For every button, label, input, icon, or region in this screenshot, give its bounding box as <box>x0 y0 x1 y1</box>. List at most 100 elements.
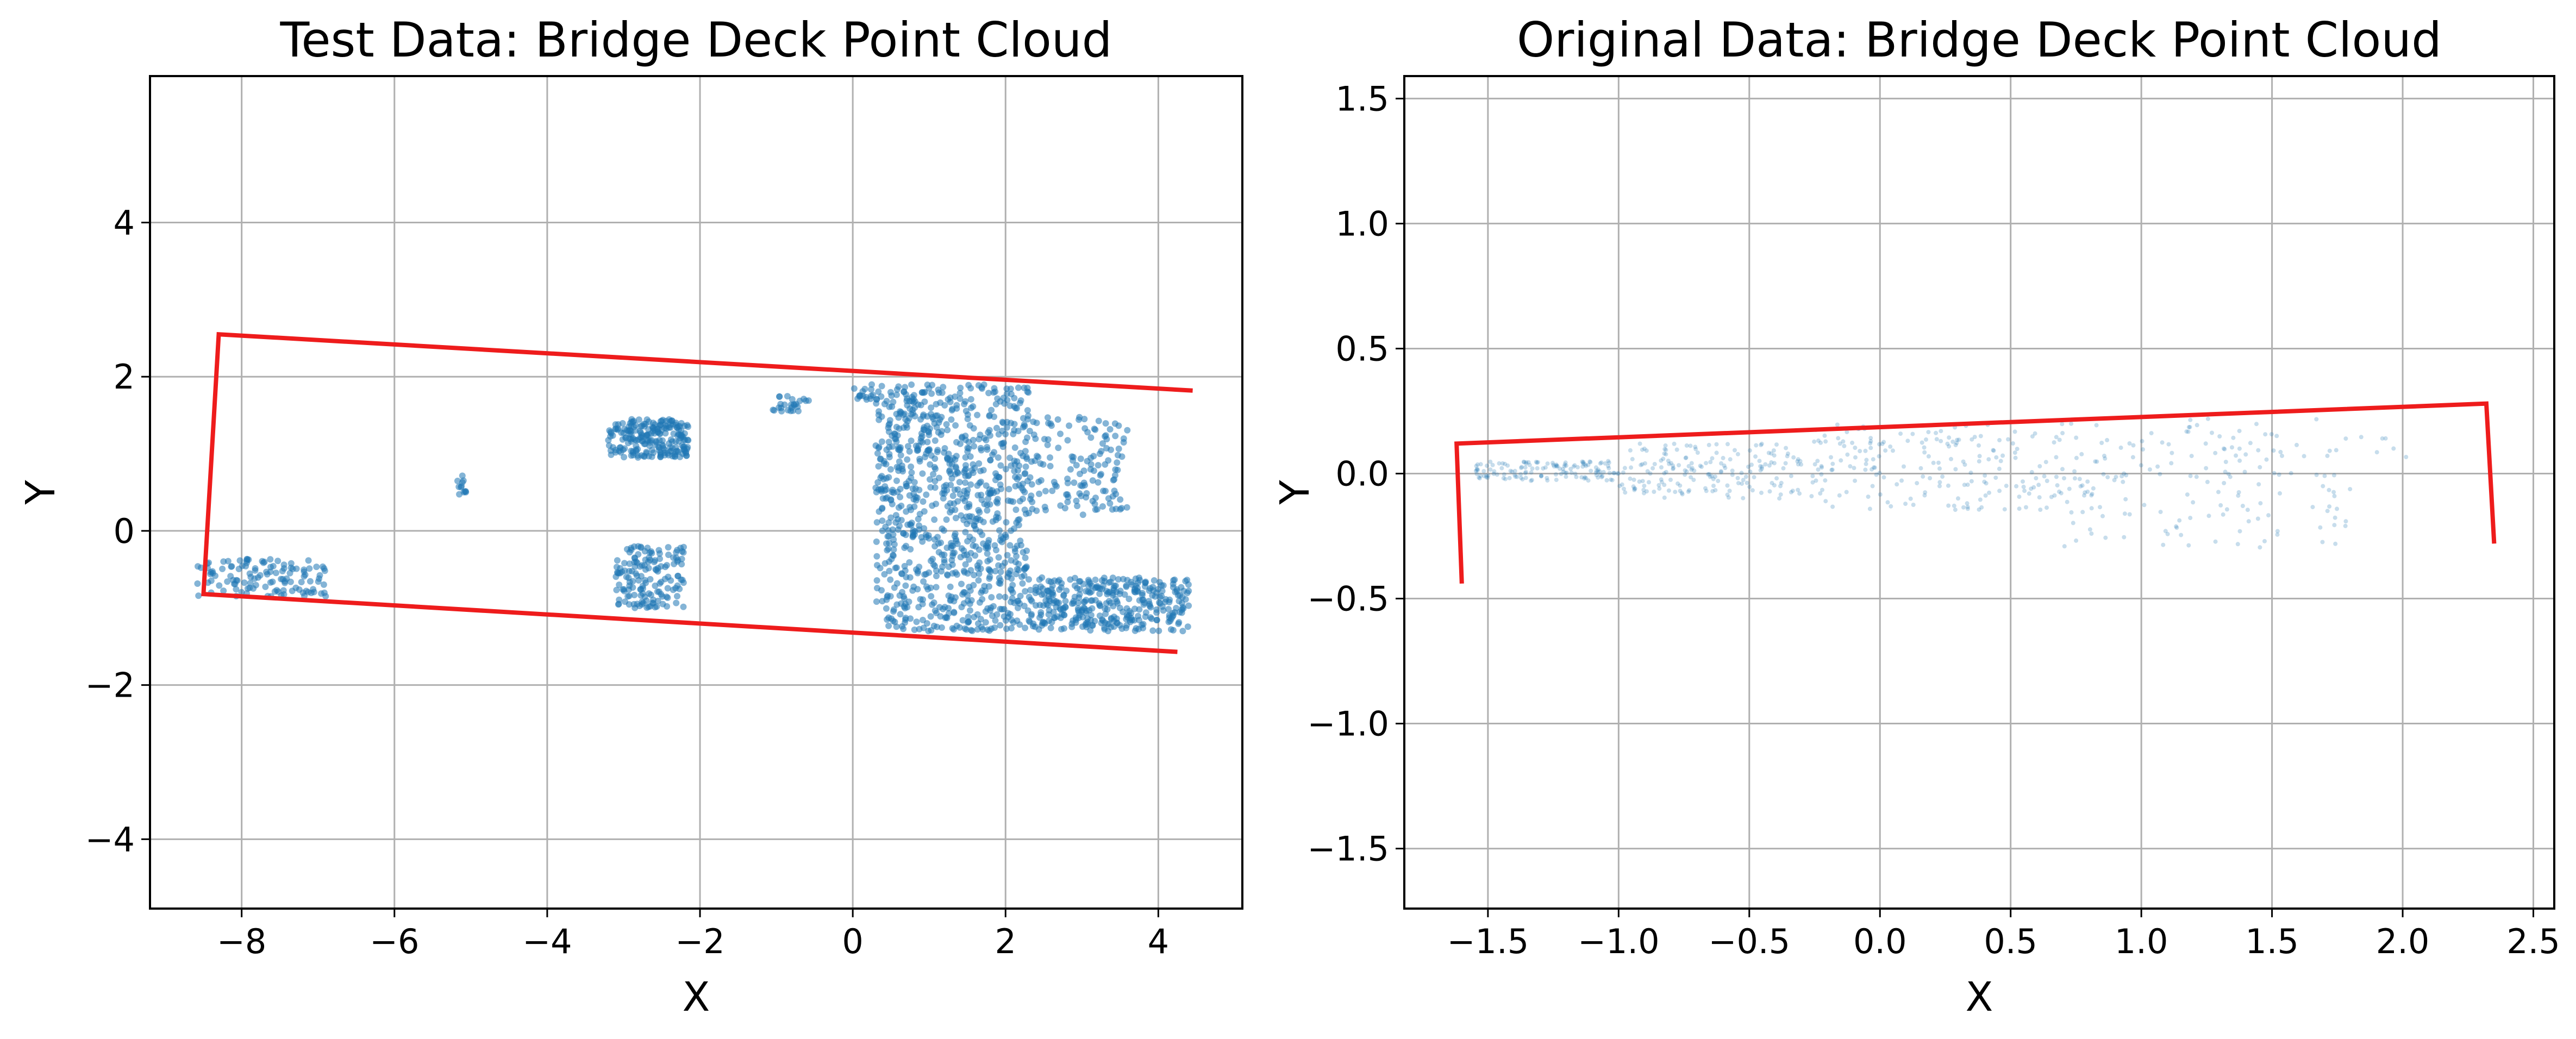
data-point <box>647 556 654 564</box>
data-point <box>1015 467 1021 474</box>
data-point <box>1629 465 1634 470</box>
data-point <box>933 573 940 579</box>
data-point <box>1180 587 1187 594</box>
data-point <box>1643 461 1647 466</box>
data-point <box>2258 545 2262 550</box>
data-point <box>1534 460 1539 464</box>
data-point <box>1868 436 1873 441</box>
data-point <box>991 413 998 420</box>
y-tick-label: 2 <box>114 357 135 397</box>
data-point <box>274 558 282 565</box>
data-point <box>660 445 667 452</box>
data-point <box>1790 489 1795 493</box>
deck-outline <box>1454 401 2497 584</box>
data-point <box>2302 454 2306 459</box>
data-point <box>1036 602 1043 609</box>
data-point <box>1934 430 1939 435</box>
data-point <box>2186 425 2191 430</box>
data-point <box>1642 491 1646 496</box>
data-point <box>2222 481 2227 485</box>
data-point <box>1037 609 1045 616</box>
data-point <box>901 544 908 551</box>
data-point <box>2236 490 2241 495</box>
data-point <box>1659 458 1664 463</box>
data-point <box>681 447 688 454</box>
data-point <box>1598 472 1603 477</box>
data-point <box>626 592 633 599</box>
data-point <box>2237 446 2242 451</box>
data-point <box>2118 445 2123 450</box>
data-point <box>1002 466 1009 473</box>
data-point <box>1978 497 1983 502</box>
data-point <box>1083 588 1090 595</box>
data-point <box>1076 490 1083 497</box>
data-point <box>1018 573 1025 580</box>
axes-frame <box>1403 75 2555 910</box>
data-point <box>976 460 983 467</box>
data-point <box>877 474 884 481</box>
data-point <box>979 626 986 633</box>
y-tick-label: 4 <box>114 203 135 243</box>
data-point <box>2054 435 2059 440</box>
data-point <box>917 402 924 409</box>
data-point <box>1718 470 1723 474</box>
data-point <box>1070 617 1077 624</box>
data-point <box>1766 450 1771 455</box>
data-point <box>613 586 620 593</box>
data-point <box>1091 500 1098 508</box>
data-point <box>979 596 986 603</box>
data-point <box>1664 470 1668 474</box>
data-point <box>1848 464 1853 469</box>
data-point <box>986 627 993 634</box>
data-point <box>1182 578 1189 585</box>
data-point <box>2052 440 2056 445</box>
data-point <box>1830 461 1835 466</box>
data-point <box>616 596 623 603</box>
data-point <box>1574 474 1579 479</box>
data-point <box>1001 606 1008 612</box>
data-point <box>1797 491 1802 496</box>
data-point <box>923 583 930 590</box>
data-point <box>879 527 886 534</box>
data-point <box>1931 460 1936 465</box>
data-point <box>2127 512 2132 517</box>
data-point <box>964 538 971 544</box>
data-point <box>1823 499 1828 504</box>
data-point <box>1772 483 1777 488</box>
data-point <box>1512 468 1517 473</box>
data-point <box>1478 473 1483 478</box>
data-point <box>961 498 968 504</box>
original-data-panel: −1.5 −1.0 −0.5 0.0 0.5 1.0 1.5 2.0 2.5 −1.5 −1.0 −0… <box>1272 12 2560 1021</box>
data-point <box>1993 475 1998 480</box>
data-point <box>933 424 940 431</box>
data-point <box>947 470 954 477</box>
data-point <box>966 518 973 524</box>
data-point <box>459 472 466 479</box>
data-point <box>2127 441 2132 446</box>
data-point <box>301 573 308 580</box>
data-point <box>2184 429 2189 434</box>
data-point <box>1714 442 1719 447</box>
data-point <box>970 536 977 543</box>
data-point <box>2334 448 2339 453</box>
data-point <box>1054 613 1061 620</box>
data-point <box>1049 582 1056 589</box>
data-point <box>680 603 687 610</box>
data-point <box>1045 436 1052 443</box>
data-point <box>1135 612 1142 619</box>
data-point <box>645 426 652 433</box>
data-point <box>1079 511 1086 518</box>
data-point <box>622 598 629 605</box>
data-point <box>874 479 881 486</box>
data-point <box>1991 448 1996 453</box>
data-point <box>964 490 971 497</box>
data-point <box>1662 451 1667 456</box>
data-point <box>1905 439 1910 443</box>
data-point <box>930 416 937 423</box>
data-point <box>1924 437 1928 442</box>
data-point <box>1568 467 1573 471</box>
data-point <box>971 614 978 621</box>
data-point <box>1877 454 1881 459</box>
data-point <box>885 439 892 446</box>
data-point <box>1185 602 1192 609</box>
